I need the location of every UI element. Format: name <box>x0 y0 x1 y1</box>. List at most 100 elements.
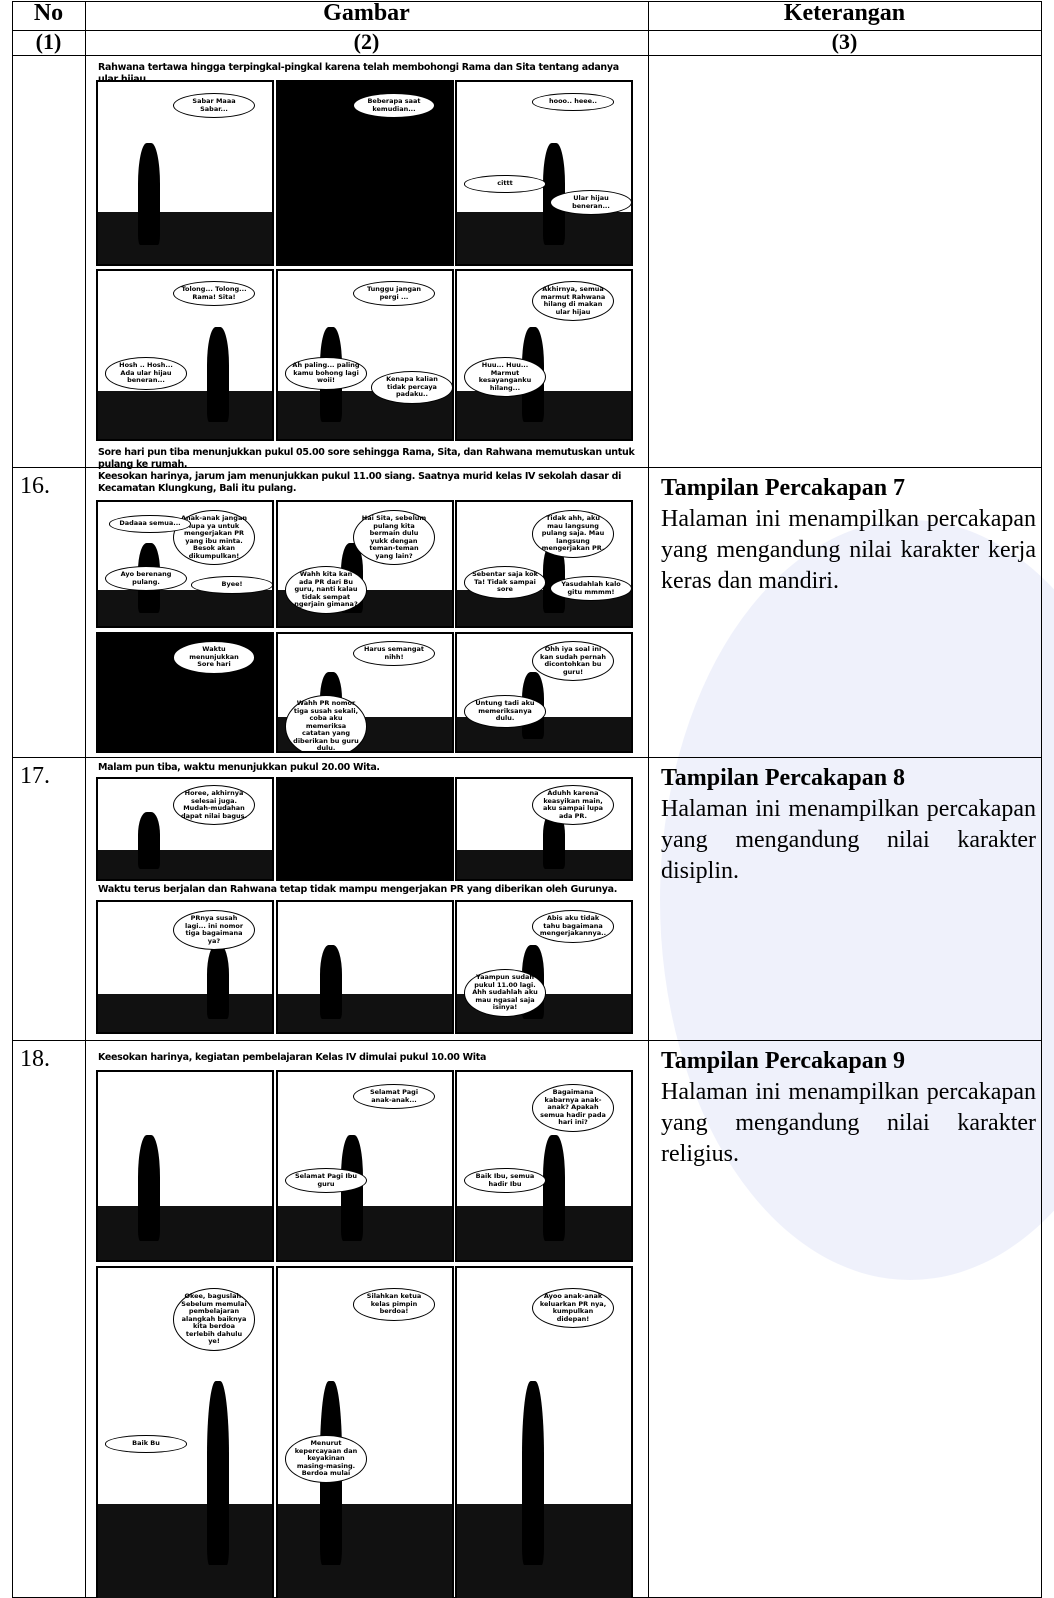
index-1: (1) <box>35 29 62 54</box>
comic-caption: Keesokan harinya, jarum jam menunjukkan … <box>98 471 622 494</box>
comic-panel: Akhirnya, semua marmut Rahwana hilang di… <box>455 269 633 441</box>
panel-ground <box>98 212 272 264</box>
comic-panel: Anak-anak jangan lupa ya untuk mengerjak… <box>96 500 274 628</box>
speech-bubble: Kenapa kalian tidak percaya padaku.. <box>371 371 452 404</box>
speech-bubble: Silahkan ketua kelas pimpin berdoa! <box>353 1288 435 1321</box>
speech-bubble: Ayo berenang pulang. <box>105 566 187 591</box>
table-border <box>12 467 1042 468</box>
comic-panel: Harus semangat nihh! Wahh PR nomor tiga s… <box>276 632 454 753</box>
index-3: (3) <box>831 29 858 54</box>
speech-bubble: Akhirnya, semua marmut Rahwana hilang di… <box>532 281 614 321</box>
comic-panel <box>276 777 454 881</box>
speech-bubble: Selamat Pagi Ibu guru <box>285 1168 367 1193</box>
comic-caption: Waktu terus berjalan dan Rahwana tetap t… <box>98 884 618 895</box>
speech-bubble: Anak-anak jangan lupa ya untuk mengerjak… <box>173 510 255 565</box>
comic-panel: Bagaimana kabarnya anak-anak? Apakah sem… <box>455 1070 633 1262</box>
speech-bubble: Baik Ibu, semua hadir Ibu <box>464 1168 546 1193</box>
figure <box>207 1381 229 1565</box>
speech-bubble: cittt <box>464 175 546 193</box>
speech-bubble: hooo.. heee.. <box>532 93 614 111</box>
figure <box>138 812 160 869</box>
comic-panel: Selamat Pagi anak-anak... Selamat Pagi Ib… <box>276 1070 454 1262</box>
keterangan-body: Halaman ini menampilkan percakapan yang … <box>661 1079 1036 1167</box>
speech-bubble: Hosh .. Hosh... Ada ular hijau beneran..… <box>105 357 187 390</box>
speech-bubble: Bagaimana kabarnya anak-anak? Apakah sem… <box>532 1084 614 1132</box>
panel-ground <box>457 1504 631 1598</box>
table-border <box>12 757 1042 758</box>
speech-bubble: Tunggu jangan pergi ... <box>353 281 435 306</box>
speech-bubble: Yaampun sudah pukul 11.00 lagi. Ahh suda… <box>464 969 546 1017</box>
comic-caption: Rahwana tertawa hingga terpingkal-pingka… <box>98 62 619 85</box>
comic-panel: PRnya susah lagi... ini nomor tiga bagai… <box>96 900 274 1034</box>
speech-bubble: Tidak ahh, aku mau langsung pulang saja.… <box>532 510 614 558</box>
comic-panel: Tunggu jangan pergi ... Ah paling... pali… <box>276 269 454 441</box>
panel-ground <box>98 590 272 626</box>
speech-bubble: Horee, akhirnya selesai juga. Mudah-muda… <box>173 785 255 825</box>
comic-panel: Ohh iya soal ini kan sudah pernah dicont… <box>455 632 633 753</box>
table-border <box>648 1 649 1598</box>
comic-panel: hooo.. heee.. cittt Ular hijau beneran... <box>455 80 633 266</box>
table-border <box>1041 1 1042 1598</box>
comic-panel: Ayoo anak-anak keluarkan PR nya, kumpulk… <box>455 1266 633 1598</box>
speech-bubble: Hai Sita, sebelum pulang kita bermain du… <box>353 510 435 565</box>
table-border <box>12 1 1042 2</box>
speech-bubble: Waktu menunjukkan Sore hari <box>173 641 255 674</box>
comic-panel: Hai Sita, sebelum pulang kita bermain du… <box>276 500 454 628</box>
speech-bubble: Dadaaa semua... <box>109 515 191 533</box>
comic-caption: Sore hari pun tiba menunjukkan pukul 05.… <box>98 447 635 470</box>
speech-bubble: Yasudahlah kalo gitu mmmm! <box>550 576 631 601</box>
comic-panel: Okee, baguslah. Sebelum memulai pembelaj… <box>96 1266 274 1598</box>
panel-ground <box>98 1504 272 1598</box>
row-number: 16. <box>20 473 50 499</box>
speech-bubble: Selamat Pagi anak-anak... <box>353 1084 435 1109</box>
table-border <box>12 1040 1042 1041</box>
figure <box>543 1135 565 1241</box>
panel-ground <box>98 994 272 1032</box>
watermark <box>660 520 1054 1280</box>
figure <box>543 143 565 245</box>
panel-ground <box>278 1206 452 1260</box>
comic-panel: Horee, akhirnya selesai juga. Mudah-muda… <box>96 777 274 881</box>
row-number: 17. <box>20 763 50 789</box>
figure <box>207 327 229 422</box>
comic-caption: Malam pun tiba, waktu menunjukkan pukul … <box>98 762 380 773</box>
keterangan: Tampilan Percakapan 8 Halaman ini menampi… <box>661 763 1036 887</box>
comic-panel <box>96 1070 274 1262</box>
comic-panel: Tidak ahh, aku mau langsung pulang saja.… <box>455 500 633 628</box>
panel-ground <box>457 391 631 439</box>
header-no: No <box>33 0 64 26</box>
speech-bubble: Huu... Huu... Marmut kesayanganku hilang… <box>464 357 546 397</box>
figure <box>138 1135 160 1241</box>
speech-bubble: Tolong... Tolong... Rama! Sita! <box>173 281 255 306</box>
comic-panel: Aduhh karena keasyikan main, aku sampai … <box>455 777 633 881</box>
speech-bubble: Ular hijau beneran... <box>550 190 631 215</box>
table-border <box>12 55 1042 56</box>
panel-ground <box>98 1206 272 1260</box>
panel-ground <box>98 391 272 439</box>
header-gambar: Gambar <box>323 0 410 26</box>
figure <box>138 143 160 245</box>
keterangan: Tampilan Percakapan 7 Halaman ini menampi… <box>661 473 1036 597</box>
speech-bubble: PRnya susah lagi... ini nomor tiga bagai… <box>173 910 255 950</box>
speech-bubble: Byee! <box>191 576 272 594</box>
speech-bubble: Abis aku tidak tahu bagaimana mengerjaka… <box>532 910 614 943</box>
figure <box>522 1381 544 1565</box>
speech-bubble: Ohh iya soal ini kan sudah pernah dicont… <box>532 641 614 681</box>
panel-ground <box>98 850 272 879</box>
comic-panel: Abis aku tidak tahu bagaimana mengerjaka… <box>455 900 633 1034</box>
speech-bubble: Ayoo anak-anak keluarkan PR nya, kumpulk… <box>532 1288 614 1328</box>
speech-bubble: Aduhh karena keasyikan main, aku sampai … <box>532 785 614 825</box>
table-border <box>12 1 13 1598</box>
index-2: (2) <box>353 29 380 54</box>
speech-bubble: Wahh kita kan ada PR dari Bu guru, nanti… <box>285 566 367 614</box>
speech-bubble: Beberapa saat kemudian... <box>353 93 435 118</box>
keterangan: Tampilan Percakapan 9 Halaman ini menampi… <box>661 1046 1036 1170</box>
speech-bubble: Ah paling... paling kamu bohong lagi woi… <box>285 357 367 390</box>
comic-panel: Beberapa saat kemudian... <box>276 80 454 266</box>
keterangan-title: Tampilan Percakapan 9 <box>661 1048 906 1074</box>
keterangan-title: Tampilan Percakapan 7 <box>661 475 906 501</box>
comic-caption: Keesokan harinya, kegiatan pembelajaran … <box>98 1052 487 1063</box>
speech-bubble: Untung tadi aku memeriksanya dulu. <box>464 695 546 728</box>
figure <box>320 945 342 1019</box>
